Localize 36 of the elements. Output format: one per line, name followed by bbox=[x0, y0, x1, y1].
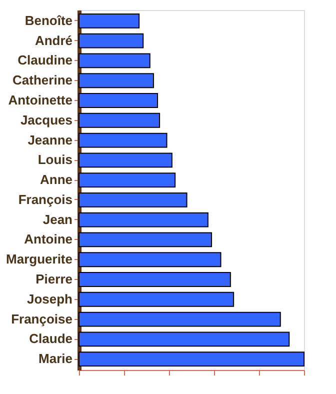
y-tick-label: Françoise bbox=[11, 311, 72, 326]
bar bbox=[78, 352, 304, 367]
y-tick-label: André bbox=[34, 32, 72, 48]
bar bbox=[78, 53, 150, 68]
y-tick-label: Benoîte bbox=[24, 12, 72, 28]
bar bbox=[78, 172, 176, 188]
bar bbox=[78, 73, 154, 88]
bar bbox=[78, 192, 188, 208]
y-tick-label: Anne bbox=[40, 172, 72, 188]
y-tick-label: Louis bbox=[38, 152, 72, 168]
bar bbox=[78, 112, 160, 128]
y-tick-label: Antoine bbox=[24, 232, 72, 247]
bar bbox=[78, 132, 168, 148]
bar bbox=[78, 13, 140, 28]
y-tick-label: Jacques bbox=[20, 112, 72, 128]
y-tick-label: Joseph bbox=[26, 291, 73, 306]
y-tick-label: Claudine bbox=[18, 52, 72, 68]
y-tick-label: François bbox=[18, 192, 72, 207]
y-tick-label: Pierre bbox=[36, 272, 72, 287]
y-tick-label: Marie bbox=[38, 351, 72, 366]
y-tick-label: Marguerite bbox=[6, 252, 72, 267]
y-tick-label: Antoinette bbox=[8, 92, 72, 108]
bar bbox=[78, 232, 212, 248]
bar bbox=[78, 152, 172, 168]
bar bbox=[78, 332, 290, 347]
bar bbox=[78, 292, 234, 307]
y-tick-label: Claude bbox=[29, 331, 72, 346]
y-tick-label: Jean bbox=[42, 212, 73, 227]
bar bbox=[78, 272, 231, 287]
bar bbox=[78, 93, 158, 108]
bar bbox=[78, 212, 208, 228]
bar bbox=[78, 252, 222, 268]
y-tick-label: Jeanne bbox=[28, 132, 72, 148]
y-tick-label: Catherine bbox=[12, 72, 72, 88]
bar bbox=[78, 312, 281, 327]
bar bbox=[78, 33, 144, 48]
